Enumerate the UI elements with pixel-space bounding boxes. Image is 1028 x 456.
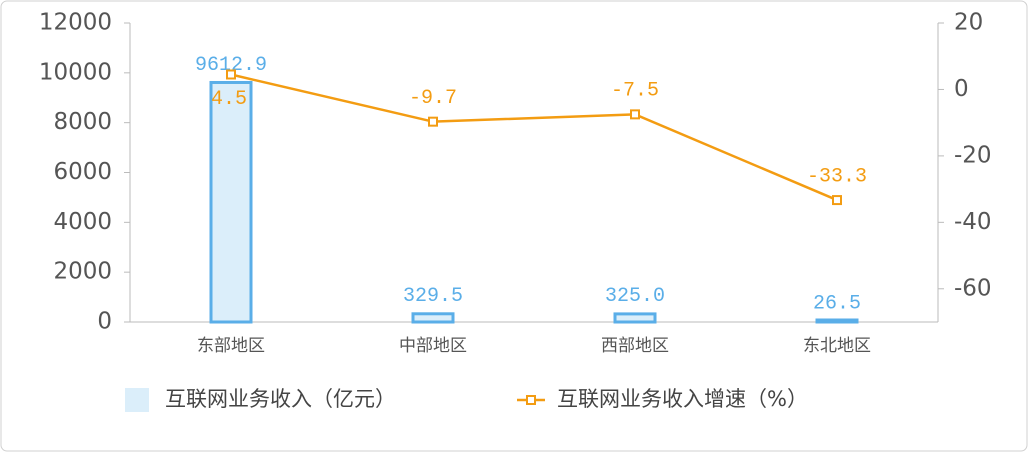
y-tick-label: 8000 (53, 109, 112, 135)
y-tick-label: 10000 (39, 59, 112, 85)
y-tick-label: 4000 (53, 209, 112, 235)
legend-swatch (125, 388, 149, 412)
line-value-label: -7.5 (611, 80, 659, 103)
x-tick-label: 中部地区 (399, 336, 467, 356)
line-value-label: -9.7 (409, 87, 457, 110)
y2-tick-label: -60 (954, 275, 992, 301)
bar (815, 318, 859, 324)
legend-label: 互联网业务收入（亿元） (165, 387, 396, 411)
line-marker (428, 116, 438, 127)
bar-value-label: 329.5 (403, 285, 463, 308)
y-tick-label: 6000 (53, 159, 112, 185)
y2-tick-label: 0 (954, 76, 969, 102)
legend-swatch (526, 395, 536, 405)
line-marker (832, 195, 842, 206)
y-tick-label: 12000 (39, 10, 112, 36)
line-marker (226, 69, 236, 80)
y2-tick-label: 20 (954, 10, 983, 36)
x-tick-label: 东部地区 (197, 336, 265, 356)
y-tick-label: 0 (97, 309, 112, 335)
line-value-label: -33.3 (807, 165, 867, 188)
bar-value-label: 325.0 (605, 285, 665, 308)
bar (613, 312, 657, 324)
x-tick-label: 东北地区 (803, 336, 871, 356)
y2-tick-label: -20 (954, 142, 992, 168)
bar-value-label: 26.5 (813, 293, 861, 316)
line-marker (630, 109, 640, 120)
y-tick-label: 2000 (53, 259, 112, 285)
bar-value-label: 9612.9 (195, 54, 267, 77)
x-tick-label: 西部地区 (601, 336, 669, 356)
legend-label: 互联网业务收入增速（%） (557, 387, 808, 411)
y2-tick-label: -40 (954, 209, 992, 235)
bar (209, 80, 253, 324)
line-value-label: 4.5 (211, 88, 247, 111)
bar (411, 312, 455, 324)
line (230, 73, 838, 202)
